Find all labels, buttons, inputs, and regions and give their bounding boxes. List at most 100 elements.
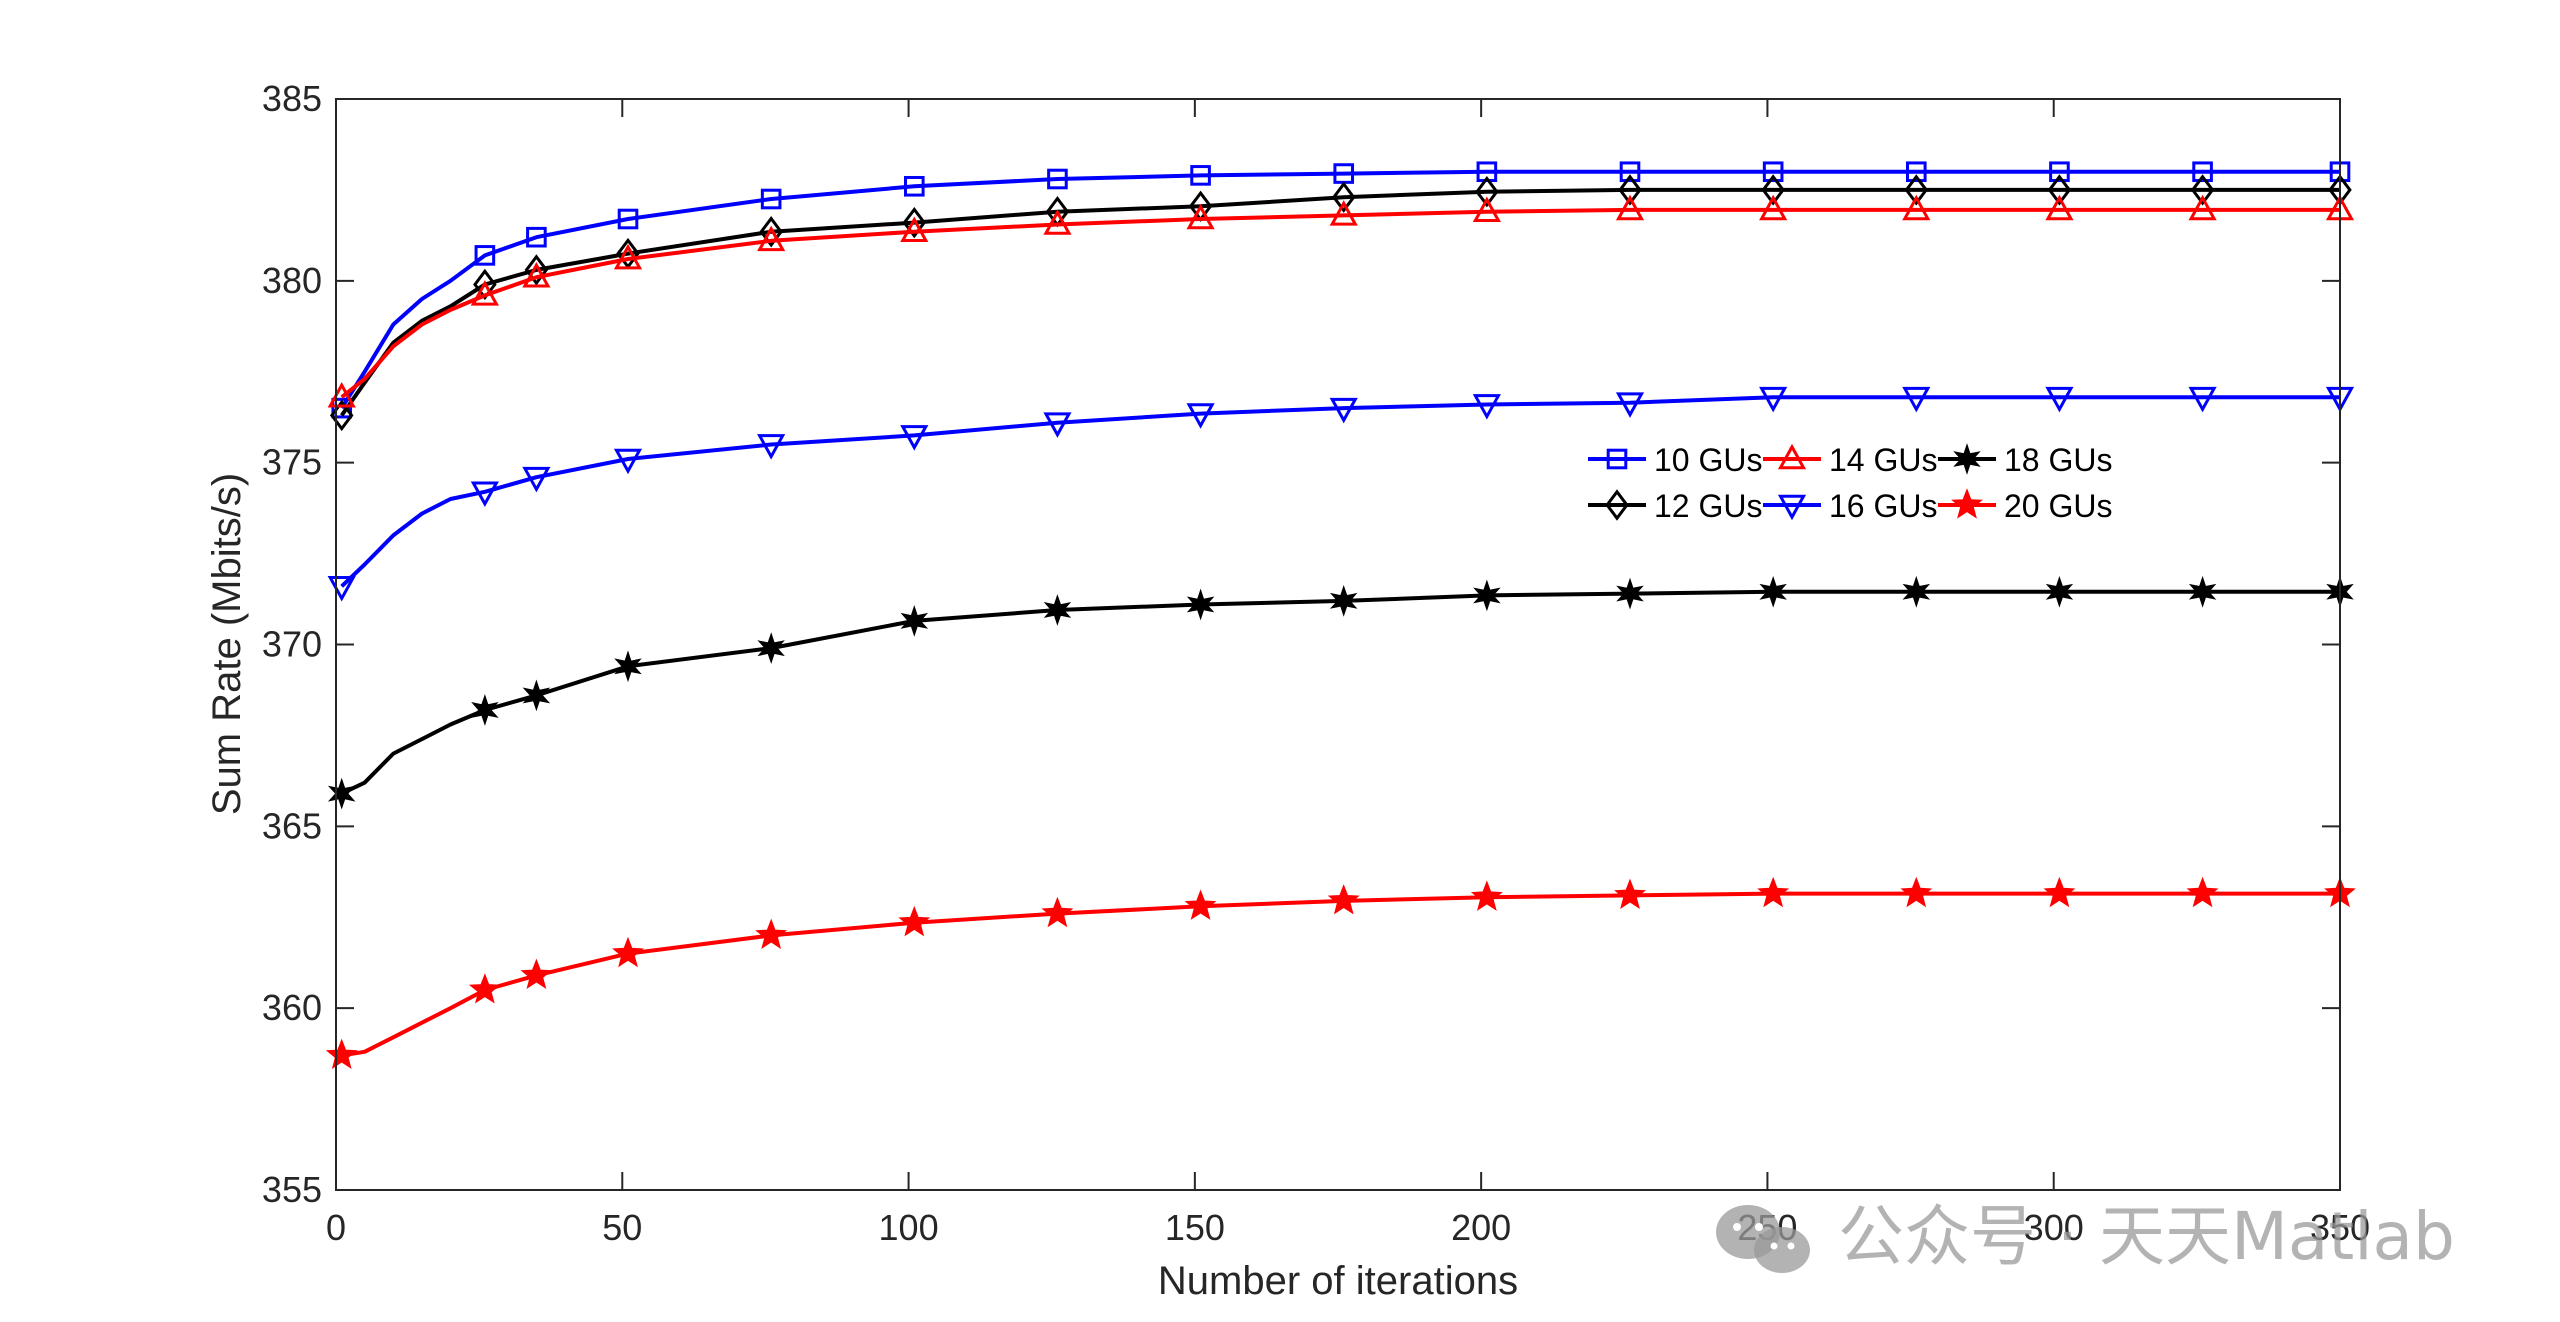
data-point (1904, 174, 1929, 206)
data-point (2188, 575, 2217, 608)
legend-marker (1606, 448, 1628, 470)
data-point (325, 1038, 358, 1070)
data-point (1900, 876, 1933, 908)
data-point (1184, 889, 1217, 920)
data-point (1041, 896, 1074, 928)
series-line (340, 169, 2340, 410)
data-point (2045, 386, 2074, 413)
data-point (757, 225, 786, 252)
data-point (900, 605, 929, 637)
data-point (526, 226, 547, 248)
series-layer (325, 161, 2356, 1070)
data-point (1759, 386, 1788, 413)
data-point (2186, 876, 2219, 908)
x-tick-label: 100 (879, 1207, 939, 1248)
x-tick-label: 350 (2310, 1207, 2370, 1248)
legend-label: 20 GUs (2004, 488, 2112, 524)
series-3 (327, 386, 2355, 602)
watermark-text: 公众号 · 天天Matlab (1838, 1198, 2455, 1275)
data-point (2045, 194, 2074, 221)
y-tick-label: 385 (262, 78, 322, 119)
legend-label: 12 GUs (1654, 488, 1762, 524)
data-point (468, 973, 501, 1004)
data-point (1616, 577, 1644, 610)
data-point (1329, 397, 1358, 424)
data-point (1327, 884, 1360, 915)
data-point (2049, 161, 2070, 183)
series-line (341, 891, 2340, 1058)
data-point (1619, 161, 1641, 183)
data-point (1757, 876, 1790, 908)
data-point (760, 188, 782, 210)
y-axis-label: Sum Rate (Mbits/s) (205, 473, 249, 815)
data-point (2192, 161, 2213, 183)
data-point (759, 216, 783, 248)
series-line (340, 589, 2340, 796)
y-tick-label: 355 (262, 1169, 322, 1210)
y-tick-label: 370 (262, 624, 322, 665)
data-point (520, 958, 553, 990)
data-point (1615, 392, 1645, 418)
series-5 (325, 876, 2356, 1070)
data-point (1905, 161, 1927, 183)
legend-marker (1777, 494, 1807, 521)
data-point (2047, 174, 2072, 206)
data-point (757, 434, 786, 460)
y-tick-label: 380 (262, 260, 322, 301)
data-point (1761, 174, 1785, 206)
data-point (613, 243, 643, 270)
data-point (614, 650, 642, 683)
data-point (1759, 194, 1788, 221)
legend-label: 16 GUs (1829, 488, 1937, 524)
legend-item: 20 GUs (1938, 488, 2112, 524)
series-line (340, 207, 2340, 399)
legend-item: 12 GUs (1588, 488, 1762, 524)
data-point (1618, 174, 1642, 206)
data-point (2190, 174, 2215, 206)
data-point (617, 208, 639, 230)
legend-marker (1951, 488, 1983, 519)
legend-item: 10 GUs (1588, 442, 1762, 478)
data-point (1047, 168, 1068, 190)
legend-item: 18 GUs (1938, 442, 2112, 478)
data-point (471, 694, 499, 726)
legend-marker (1605, 489, 1629, 521)
legend: 10 GUs 12 GUs 14 GUs 16 GUs 18 GUs 20 GUs (1588, 442, 2112, 524)
data-point (470, 481, 499, 507)
legend-marker (1953, 443, 1981, 475)
legend-marker (1777, 443, 1807, 470)
data-point (1615, 194, 1645, 221)
data-point (1759, 575, 1787, 608)
data-point (1473, 579, 1501, 612)
legend-label: 10 GUs (1654, 442, 1762, 478)
data-point (327, 777, 356, 810)
axis-ticks: 0501001502002503003503553603653703753803… (262, 78, 2370, 1248)
data-point (2043, 876, 2076, 908)
data-point (1186, 588, 1215, 621)
series-0 (331, 161, 2351, 419)
data-point (522, 679, 551, 712)
data-point (1902, 386, 1931, 413)
data-point (470, 280, 499, 306)
data-point (1470, 880, 1503, 911)
legend-label: 14 GUs (1829, 442, 1937, 478)
data-point (1329, 200, 1358, 226)
data-point (522, 466, 551, 493)
wechat-icon (1716, 1205, 1810, 1273)
data-point (900, 216, 929, 243)
x-tick-label: 200 (1451, 1207, 1511, 1248)
data-point (2188, 194, 2217, 221)
legend-label: 18 GUs (2004, 442, 2112, 478)
series-2 (327, 194, 2355, 408)
data-point (2188, 386, 2217, 413)
data-point (1043, 209, 1072, 235)
y-tick-label: 375 (262, 442, 322, 483)
data-point (1186, 203, 1215, 230)
y-tick-label: 360 (262, 987, 322, 1028)
series-4 (327, 575, 2354, 810)
data-point (900, 425, 929, 451)
x-tick-label: 0 (326, 1207, 346, 1248)
x-tick-label: 300 (2024, 1207, 2084, 1248)
data-point (903, 175, 925, 197)
